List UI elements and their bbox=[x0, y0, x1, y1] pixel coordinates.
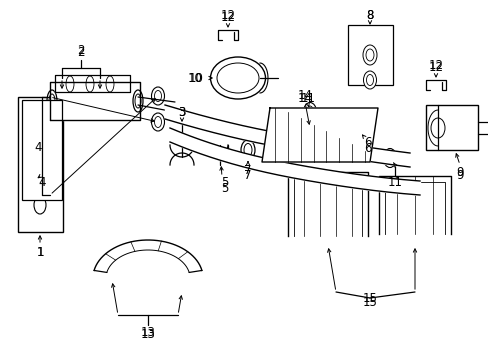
Polygon shape bbox=[287, 172, 367, 236]
Text: 8: 8 bbox=[366, 9, 373, 22]
Ellipse shape bbox=[55, 89, 65, 115]
Text: 12: 12 bbox=[220, 10, 235, 23]
Ellipse shape bbox=[362, 45, 376, 65]
Text: 12: 12 bbox=[427, 60, 443, 73]
Ellipse shape bbox=[119, 89, 129, 115]
Ellipse shape bbox=[154, 90, 161, 102]
Ellipse shape bbox=[34, 196, 46, 214]
Ellipse shape bbox=[71, 89, 81, 115]
Ellipse shape bbox=[363, 71, 376, 89]
Ellipse shape bbox=[366, 75, 373, 86]
Bar bbox=[18, 97, 63, 232]
Ellipse shape bbox=[303, 103, 316, 122]
Ellipse shape bbox=[244, 144, 251, 157]
Text: 15: 15 bbox=[362, 296, 377, 309]
Ellipse shape bbox=[93, 88, 107, 108]
Bar bbox=[425, 105, 477, 150]
Text: 10: 10 bbox=[188, 72, 203, 85]
Text: 2: 2 bbox=[77, 45, 84, 59]
Ellipse shape bbox=[306, 106, 313, 118]
Ellipse shape bbox=[430, 118, 444, 138]
Text: 3: 3 bbox=[178, 105, 185, 118]
Ellipse shape bbox=[34, 111, 46, 129]
Text: 7: 7 bbox=[244, 163, 251, 176]
Polygon shape bbox=[425, 80, 445, 90]
Polygon shape bbox=[351, 115, 365, 140]
Ellipse shape bbox=[106, 76, 114, 92]
Text: 11: 11 bbox=[386, 176, 402, 189]
Ellipse shape bbox=[55, 88, 69, 108]
Ellipse shape bbox=[133, 90, 142, 112]
Ellipse shape bbox=[151, 87, 164, 105]
Text: 14: 14 bbox=[297, 89, 312, 102]
Text: 12: 12 bbox=[427, 59, 443, 72]
Ellipse shape bbox=[49, 94, 55, 108]
Ellipse shape bbox=[343, 135, 356, 154]
Text: 3: 3 bbox=[178, 105, 185, 118]
Text: 5: 5 bbox=[221, 181, 228, 194]
Text: 15: 15 bbox=[362, 292, 377, 305]
Text: 13: 13 bbox=[140, 325, 155, 338]
Ellipse shape bbox=[386, 152, 393, 164]
Polygon shape bbox=[378, 176, 450, 234]
Text: 1: 1 bbox=[36, 246, 43, 258]
Ellipse shape bbox=[353, 115, 363, 129]
Text: 10: 10 bbox=[187, 72, 202, 85]
Bar bbox=[22, 100, 62, 200]
Ellipse shape bbox=[241, 140, 254, 160]
Bar bbox=[347, 25, 392, 85]
Polygon shape bbox=[50, 82, 140, 120]
Polygon shape bbox=[262, 108, 377, 162]
Polygon shape bbox=[94, 240, 202, 273]
Text: 6: 6 bbox=[364, 141, 371, 154]
Ellipse shape bbox=[383, 149, 396, 167]
Ellipse shape bbox=[151, 113, 164, 131]
Text: 12: 12 bbox=[220, 9, 235, 22]
Ellipse shape bbox=[217, 63, 259, 93]
Text: 4: 4 bbox=[38, 176, 46, 189]
Text: 5: 5 bbox=[221, 176, 228, 189]
Text: 2: 2 bbox=[77, 44, 84, 57]
Ellipse shape bbox=[346, 139, 353, 151]
Ellipse shape bbox=[47, 90, 57, 112]
Text: 7: 7 bbox=[244, 168, 251, 181]
Text: 4: 4 bbox=[34, 140, 41, 153]
Text: 9: 9 bbox=[455, 168, 463, 181]
Polygon shape bbox=[55, 75, 130, 92]
Ellipse shape bbox=[365, 49, 373, 61]
Text: 1: 1 bbox=[36, 246, 43, 258]
Ellipse shape bbox=[135, 94, 141, 108]
Ellipse shape bbox=[66, 76, 74, 92]
Text: 6: 6 bbox=[364, 135, 371, 149]
Text: 8: 8 bbox=[366, 9, 373, 22]
Ellipse shape bbox=[154, 117, 161, 127]
Ellipse shape bbox=[86, 76, 94, 92]
Text: 11: 11 bbox=[300, 91, 315, 104]
Polygon shape bbox=[218, 30, 238, 40]
Text: 13: 13 bbox=[140, 328, 155, 342]
Text: 9: 9 bbox=[455, 166, 463, 179]
Ellipse shape bbox=[87, 89, 97, 115]
Ellipse shape bbox=[210, 57, 265, 99]
Text: 14: 14 bbox=[297, 91, 312, 104]
Ellipse shape bbox=[103, 89, 113, 115]
